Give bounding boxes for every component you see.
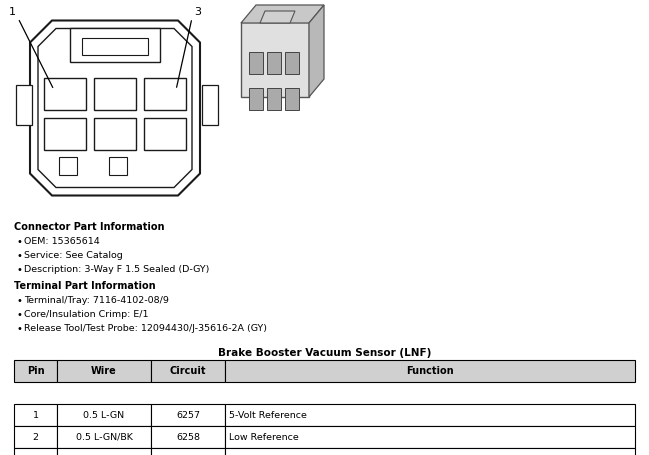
Bar bbox=[151, 360, 225, 382]
Text: Terminal Part Information: Terminal Part Information bbox=[14, 281, 156, 291]
Bar bbox=[285, 52, 299, 74]
Bar bbox=[144, 118, 186, 150]
Text: 3: 3 bbox=[195, 7, 201, 17]
Text: Circuit: Circuit bbox=[169, 366, 206, 376]
Text: Release Tool/Test Probe: 12094430/J-35616-2A (GY): Release Tool/Test Probe: 12094430/J-3561… bbox=[24, 324, 267, 333]
Text: OEM: 15365614: OEM: 15365614 bbox=[24, 237, 100, 246]
Bar bbox=[58, 404, 151, 426]
Text: •: • bbox=[16, 237, 22, 247]
Text: Description: 3-Way F 1.5 Sealed (D-GY): Description: 3-Way F 1.5 Sealed (D-GY) bbox=[24, 265, 210, 274]
Bar bbox=[249, 52, 263, 74]
Bar bbox=[249, 88, 263, 110]
Bar bbox=[58, 426, 151, 448]
Text: •: • bbox=[16, 310, 22, 320]
Text: 6258: 6258 bbox=[176, 433, 200, 441]
Text: Connector Part Information: Connector Part Information bbox=[14, 222, 164, 232]
Bar bbox=[151, 404, 225, 426]
Text: 0.5 L-GN: 0.5 L-GN bbox=[84, 410, 125, 420]
Bar bbox=[70, 28, 160, 62]
Bar bbox=[267, 52, 281, 74]
Bar bbox=[59, 157, 77, 175]
Bar bbox=[225, 426, 635, 448]
Bar bbox=[58, 448, 151, 455]
Text: Service: See Catalog: Service: See Catalog bbox=[24, 251, 123, 260]
Text: •: • bbox=[16, 324, 22, 334]
Text: Pin: Pin bbox=[27, 366, 45, 376]
Text: Core/Insulation Crimp: E/1: Core/Insulation Crimp: E/1 bbox=[24, 310, 149, 319]
Bar bbox=[151, 448, 225, 455]
Bar bbox=[14, 360, 58, 382]
Bar bbox=[58, 360, 151, 382]
Bar bbox=[44, 118, 86, 150]
Bar bbox=[16, 85, 32, 125]
Bar bbox=[225, 404, 635, 426]
Text: 1: 1 bbox=[32, 410, 39, 420]
Text: Brake Booster Vacuum Sensor (LNF): Brake Booster Vacuum Sensor (LNF) bbox=[218, 348, 431, 358]
Bar bbox=[109, 157, 127, 175]
Bar bbox=[82, 38, 148, 55]
Text: 2: 2 bbox=[32, 433, 39, 441]
Polygon shape bbox=[309, 5, 324, 97]
Text: Terminal/Tray: 7116-4102-08/9: Terminal/Tray: 7116-4102-08/9 bbox=[24, 296, 169, 305]
Bar bbox=[94, 118, 136, 150]
Polygon shape bbox=[260, 11, 295, 23]
Text: •: • bbox=[16, 296, 22, 306]
Bar bbox=[144, 78, 186, 110]
Text: 6257: 6257 bbox=[176, 410, 200, 420]
Bar bbox=[14, 404, 58, 426]
Polygon shape bbox=[241, 5, 324, 23]
Bar bbox=[44, 78, 86, 110]
Text: •: • bbox=[16, 265, 22, 275]
Bar bbox=[225, 360, 635, 382]
Bar bbox=[241, 22, 309, 97]
Bar bbox=[14, 426, 58, 448]
Text: 1: 1 bbox=[8, 7, 16, 17]
Text: 0.5 L-GN/BK: 0.5 L-GN/BK bbox=[75, 433, 132, 441]
Text: Wire: Wire bbox=[91, 366, 117, 376]
Text: Low Reference: Low Reference bbox=[229, 433, 299, 441]
Bar bbox=[202, 85, 218, 125]
Text: •: • bbox=[16, 251, 22, 261]
Text: 5-Volt Reference: 5-Volt Reference bbox=[229, 410, 307, 420]
Bar bbox=[94, 78, 136, 110]
Text: Function: Function bbox=[406, 366, 454, 376]
Bar bbox=[14, 448, 58, 455]
Bar bbox=[151, 426, 225, 448]
Bar bbox=[285, 88, 299, 110]
Bar bbox=[225, 448, 635, 455]
Bar bbox=[267, 88, 281, 110]
